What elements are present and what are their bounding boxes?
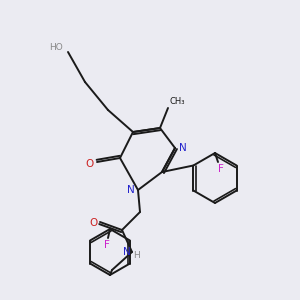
Text: O: O — [86, 159, 94, 169]
Text: N: N — [179, 143, 187, 153]
Text: H: H — [134, 251, 140, 260]
Text: N: N — [127, 185, 135, 195]
Text: CH₃: CH₃ — [170, 98, 185, 106]
Text: F: F — [104, 240, 110, 250]
Text: O: O — [89, 218, 97, 228]
Text: F: F — [218, 164, 224, 174]
Text: N: N — [123, 247, 131, 257]
Text: HO: HO — [49, 44, 63, 52]
